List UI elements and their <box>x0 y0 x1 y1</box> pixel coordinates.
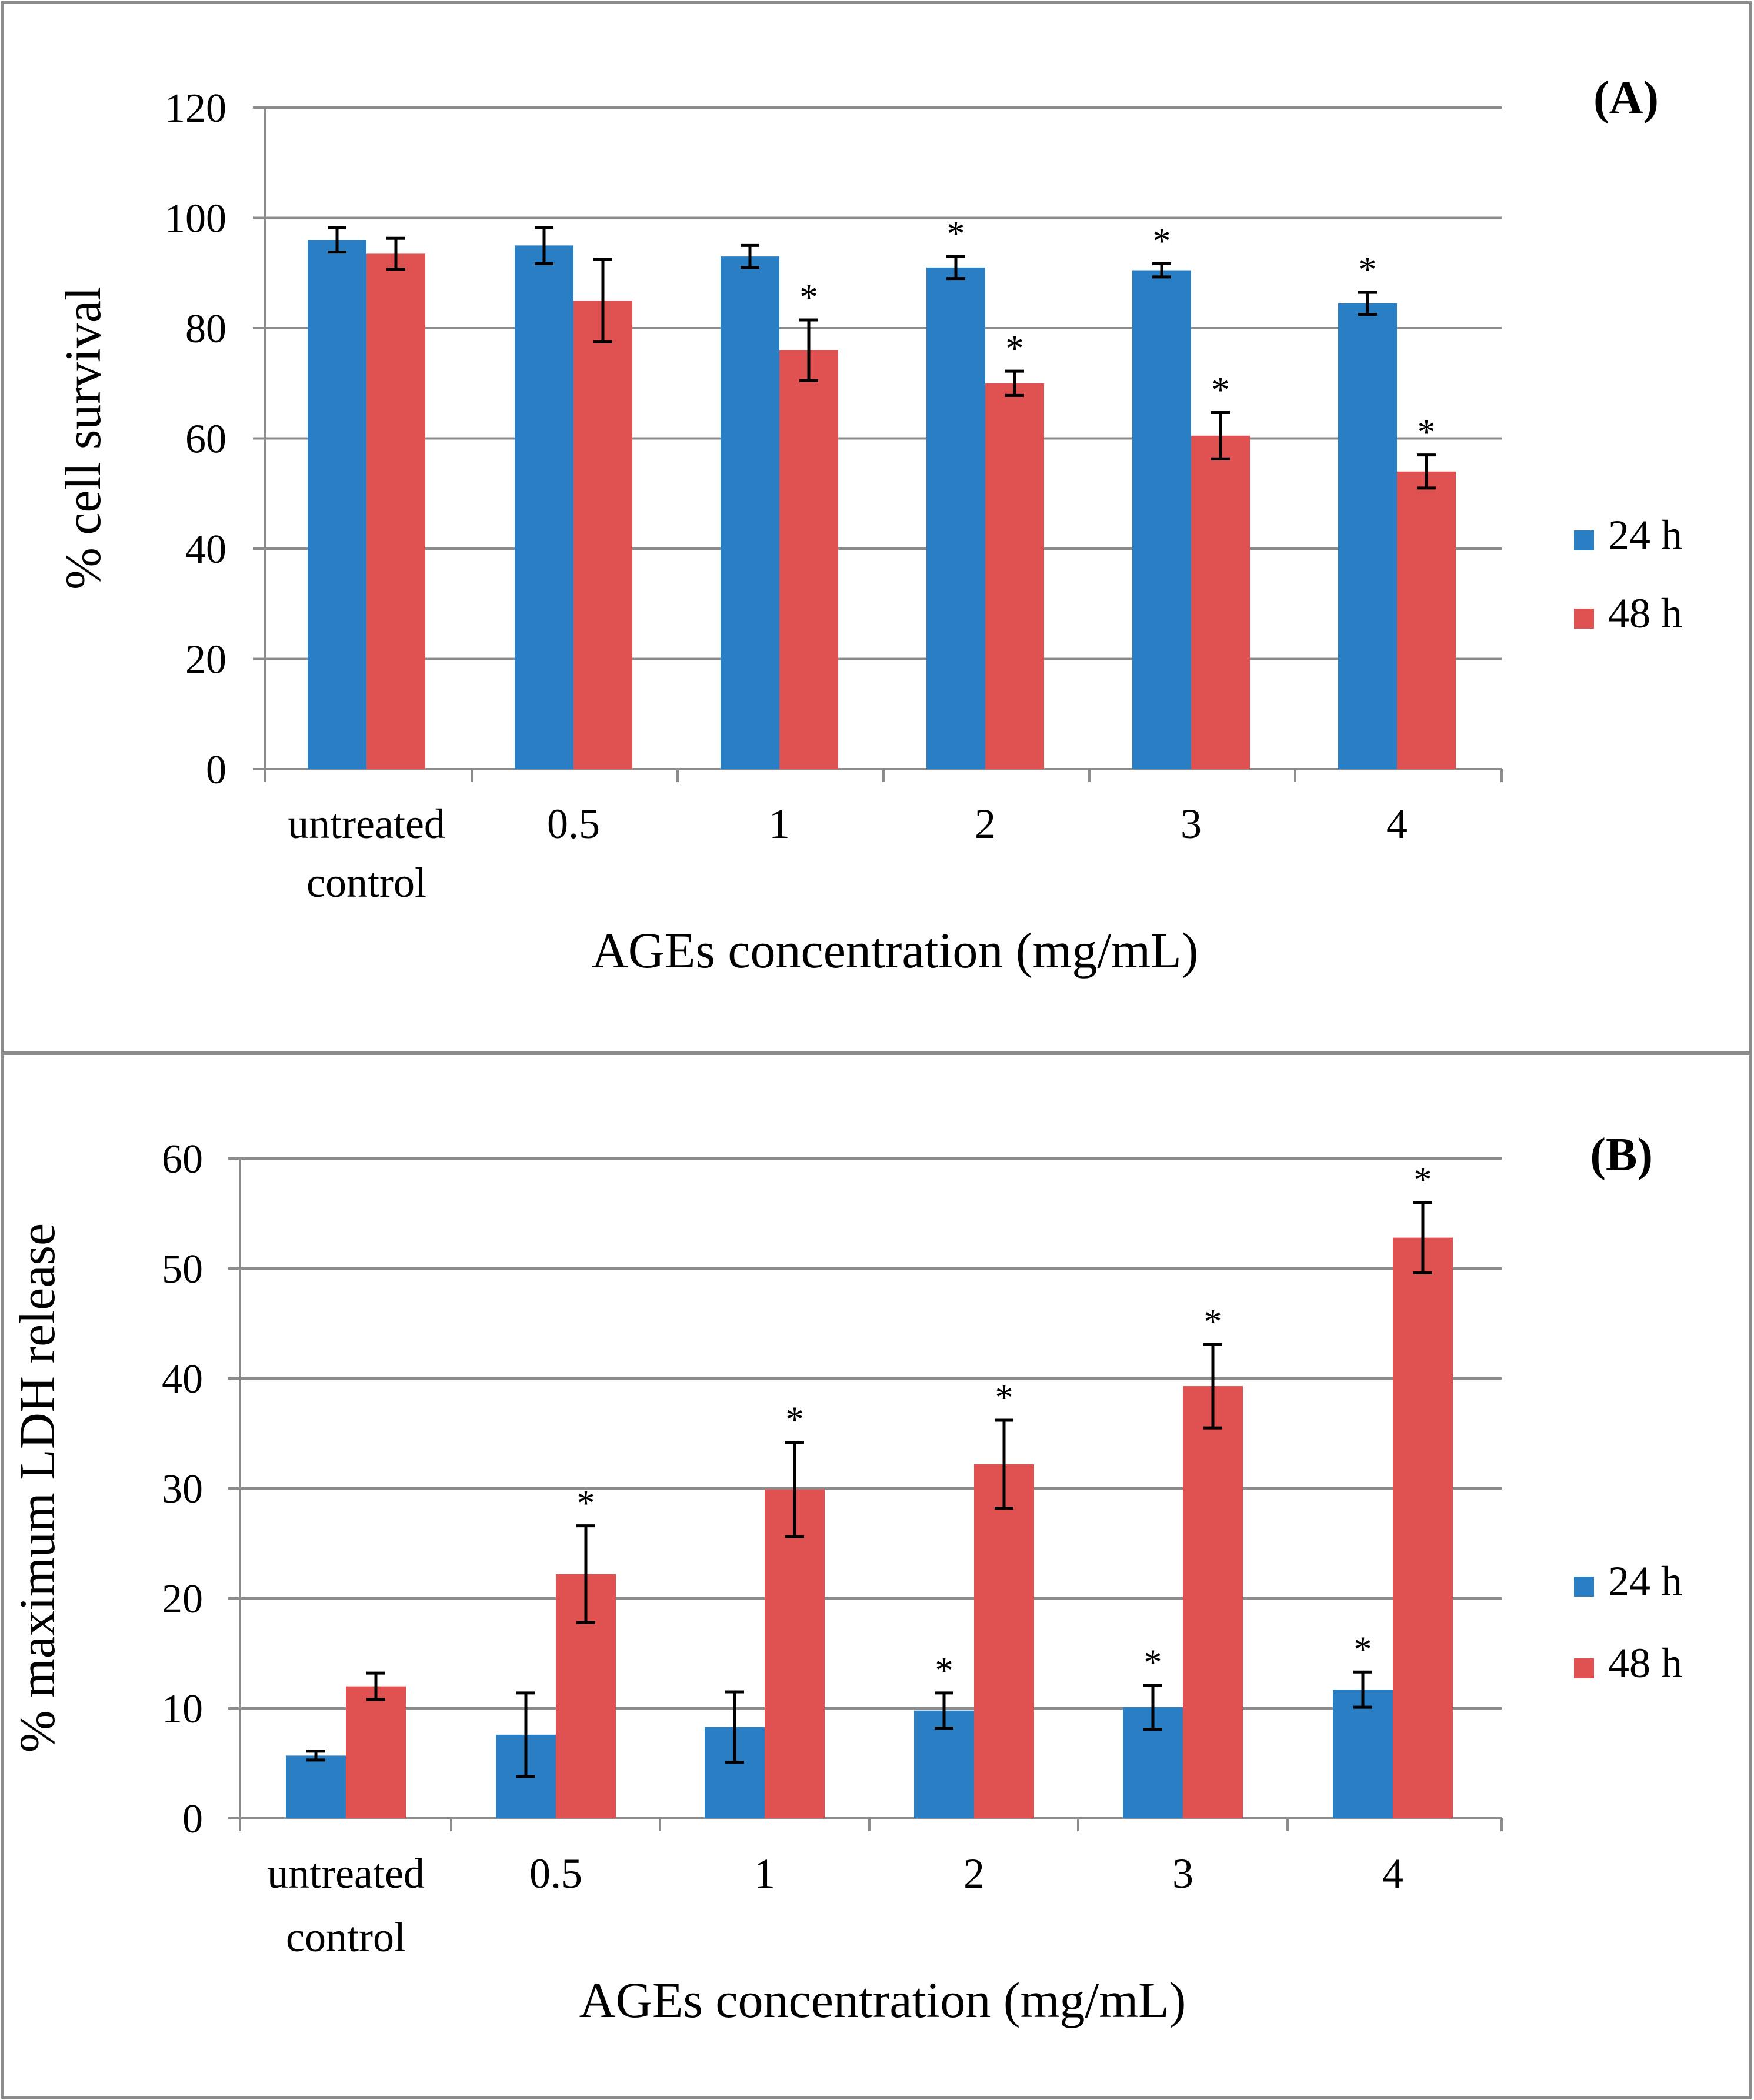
legend-swatch-24h <box>1574 1577 1594 1597</box>
bar-24h-0 <box>308 240 366 769</box>
significance-mark: * <box>1153 221 1171 261</box>
x-tick-label: 2 <box>975 800 996 847</box>
significance-mark: * <box>995 1378 1013 1418</box>
y-axis-title: % maximum LDH release <box>9 1223 65 1752</box>
y-tick-label: 40 <box>162 1357 203 1402</box>
x-tick-label-line2: control <box>286 1914 406 1961</box>
significance-mark: * <box>1354 1630 1372 1670</box>
legend-swatch-24h <box>1574 530 1594 550</box>
bar-48h-5 <box>1393 1237 1453 1818</box>
significance-mark: * <box>1359 250 1377 290</box>
bar-48h-4 <box>1183 1386 1243 1818</box>
y-tick-label: 80 <box>185 306 226 352</box>
bar-24h-5 <box>1333 1690 1393 1818</box>
significance-mark: * <box>1418 413 1436 453</box>
bar-48h-2 <box>779 350 838 769</box>
bar-24h-5 <box>1338 303 1397 769</box>
x-tick-label: 1 <box>754 1850 775 1897</box>
significance-mark: * <box>1144 1643 1162 1683</box>
x-tick-label: 3 <box>1172 1850 1193 1897</box>
legend-swatch-48h <box>1574 1658 1594 1678</box>
y-tick-label: 0 <box>206 747 226 793</box>
chart-b-frame <box>1 1053 1752 2099</box>
legend-label: 48 h <box>1608 1640 1682 1687</box>
y-tick-label: 40 <box>185 527 226 572</box>
y-tick-label: 30 <box>162 1467 203 1512</box>
x-tick-label: 2 <box>963 1850 985 1897</box>
panel-label: (A) <box>1593 72 1659 124</box>
y-tick-label: 50 <box>162 1247 203 1292</box>
bar-48h-0 <box>366 253 425 769</box>
bar-48h-1 <box>573 301 632 769</box>
bar-48h-4 <box>1191 435 1250 769</box>
bar-48h-5 <box>1397 471 1456 769</box>
bar-48h-0 <box>346 1686 406 1818</box>
bar-24h-1 <box>515 245 573 769</box>
significance-mark: * <box>800 278 818 318</box>
y-tick-label: 120 <box>165 86 226 131</box>
legend-label: 24 h <box>1608 512 1682 559</box>
significance-mark: * <box>1204 1302 1222 1342</box>
x-tick-label: 3 <box>1181 800 1202 847</box>
significance-mark: * <box>786 1400 804 1440</box>
x-tick-label: 4 <box>1382 1850 1403 1897</box>
y-axis-title: % cell survival <box>55 286 111 590</box>
y-tick-label: 100 <box>165 196 226 242</box>
panel-label: (B) <box>1590 1129 1653 1181</box>
bar-24h-3 <box>926 267 985 769</box>
significance-mark: * <box>1212 370 1230 410</box>
legend-label: 48 h <box>1608 590 1682 637</box>
legend-swatch-48h <box>1574 609 1594 629</box>
y-tick-label: 60 <box>162 1137 203 1182</box>
y-tick-label: 60 <box>185 417 226 462</box>
y-tick-label: 20 <box>162 1577 203 1622</box>
bar-48h-3 <box>985 383 1044 769</box>
significance-mark: * <box>577 1484 595 1524</box>
bar-48h-2 <box>765 1489 825 1818</box>
x-axis-title: AGEs concentration (mg/mL) <box>592 922 1199 979</box>
y-tick-label: 10 <box>162 1687 203 1732</box>
bar-24h-0 <box>286 1755 346 1818</box>
x-tick-label: 4 <box>1386 800 1408 847</box>
significance-mark: * <box>1414 1160 1432 1200</box>
chart-b: 0 10 20 30 40 50 60 * * * * * * * * untreated control 0.5… <box>9 1129 1682 2028</box>
x-tick-label-line2: control <box>306 859 426 906</box>
significance-mark: * <box>1006 329 1024 369</box>
legend-label: 24 h <box>1608 1558 1682 1605</box>
x-tick-label: untreated <box>267 1850 425 1897</box>
x-tick-label: untreated <box>288 800 445 847</box>
bar-24h-2 <box>721 256 779 769</box>
bar-48h-3 <box>974 1464 1034 1818</box>
x-tick-label: 0.5 <box>529 1850 582 1897</box>
significance-mark: * <box>935 1651 953 1691</box>
x-tick-label: 0.5 <box>547 800 600 847</box>
bar-24h-4 <box>1132 270 1191 769</box>
x-tick-label: 1 <box>769 800 790 847</box>
significance-mark: * <box>947 214 965 254</box>
y-tick-label: 0 <box>182 1797 203 1842</box>
y-tick-label: 20 <box>185 637 226 683</box>
chart-a: 0 20 40 60 80 100 120 * * * * * * * untreated control 0.… <box>55 72 1682 979</box>
x-axis-title: AGEs concentration (mg/mL) <box>579 1972 1186 2028</box>
